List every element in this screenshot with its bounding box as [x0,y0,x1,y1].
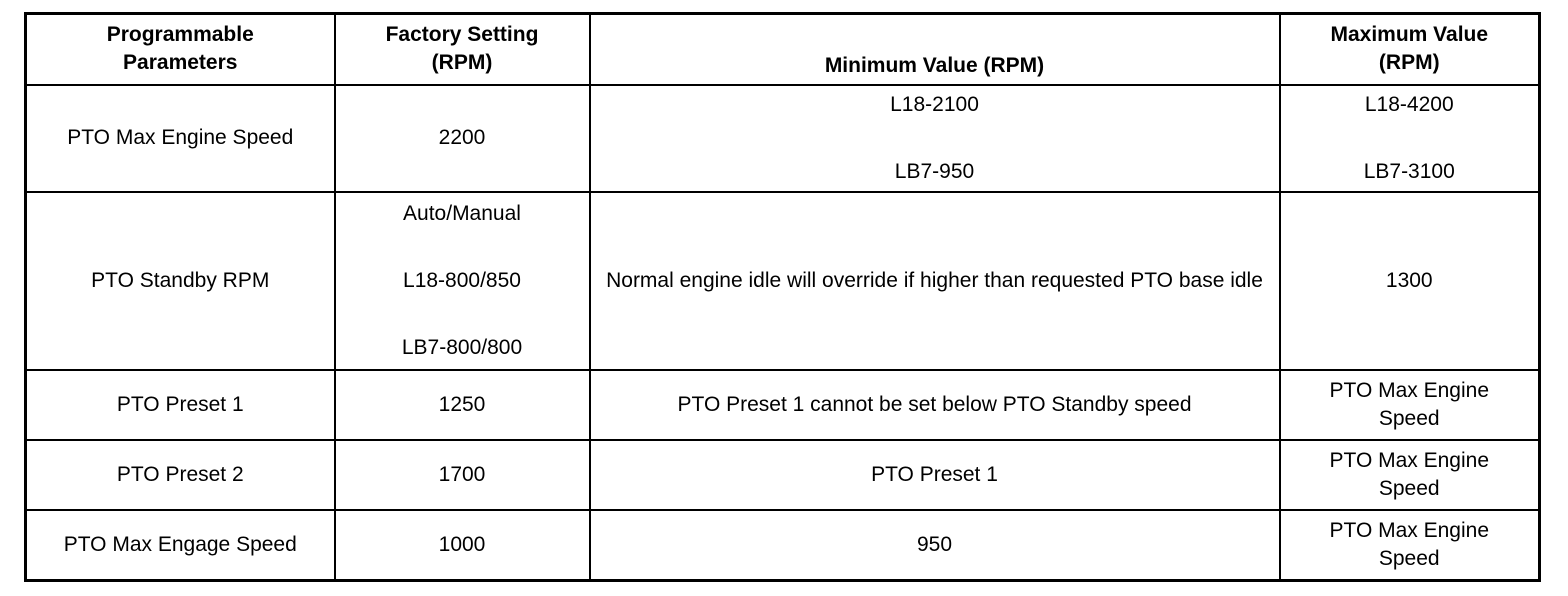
cell: Normal engine idle will override if high… [588,190,1281,371]
cell: 1000 [333,508,591,582]
cell: PTO Preset 1 [588,438,1281,511]
table-row: PTO Preset 1 1250 PTO Preset 1 cannot be… [24,368,1541,441]
cell: PTO Max Engage Speed [24,508,336,582]
cell: L18-4200 LB7-3100 [1278,83,1541,193]
cell: PTO Max Engine Speed [1278,368,1541,441]
header-maximum-value: Maximum Value (RPM) [1278,12,1541,86]
cell: PTO Max Engine Speed [1278,508,1541,582]
table-row: PTO Preset 2 1700 PTO Preset 1 PTO Max E… [24,438,1541,511]
cell: 2200 [333,83,591,193]
table-row: PTO Max Engine Speed 2200 L18-2100 LB7-9… [24,83,1541,193]
cell: 950 [588,508,1281,582]
header-row: Programmable Parameters Factory Setting … [24,12,1541,86]
cell: PTO Preset 1 cannot be set below PTO Sta… [588,368,1281,441]
header-minimum-value: Minimum Value (RPM) [588,12,1281,86]
cell: L18-2100 LB7-950 [588,83,1281,193]
header-factory-setting: Factory Setting (RPM) [333,12,591,86]
cell: PTO Max Engine Speed [24,83,336,193]
cell: 1700 [333,438,591,511]
cell: PTO Standby RPM [24,190,336,371]
parameters-table: Programmable Parameters Factory Setting … [24,12,1541,582]
cell: PTO Max Engine Speed [1278,438,1541,511]
cell: 1300 [1278,190,1541,371]
cell: PTO Preset 2 [24,438,336,511]
cell: Auto/Manual L18-800/850 LB7-800/800 [333,190,591,371]
header-parameters: Programmable Parameters [24,12,336,86]
cell: PTO Preset 1 [24,368,336,441]
cell: 1250 [333,368,591,441]
table-row: PTO Max Engage Speed 1000 950 PTO Max En… [24,508,1541,582]
table-row: PTO Standby RPM Auto/Manual L18-800/850 … [24,190,1541,371]
